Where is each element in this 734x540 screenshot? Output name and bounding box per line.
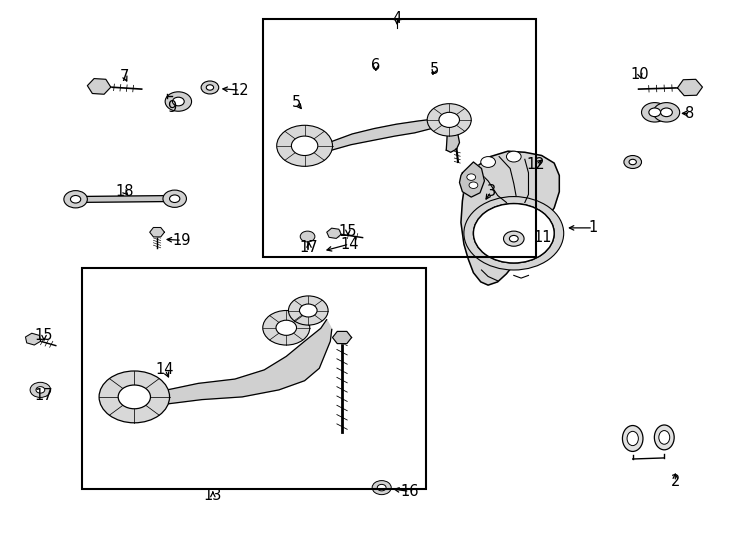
Polygon shape bbox=[327, 228, 341, 238]
Circle shape bbox=[165, 92, 192, 111]
Polygon shape bbox=[167, 320, 332, 404]
Circle shape bbox=[506, 151, 521, 162]
Circle shape bbox=[36, 387, 45, 393]
Text: 2: 2 bbox=[671, 474, 680, 489]
Text: 7: 7 bbox=[120, 69, 129, 84]
Circle shape bbox=[206, 85, 214, 90]
Circle shape bbox=[624, 156, 642, 168]
Polygon shape bbox=[333, 332, 352, 343]
Polygon shape bbox=[332, 119, 448, 150]
Text: 9: 9 bbox=[167, 100, 176, 116]
Circle shape bbox=[467, 174, 476, 180]
Polygon shape bbox=[446, 126, 459, 152]
Text: 15: 15 bbox=[338, 224, 357, 239]
Circle shape bbox=[201, 81, 219, 94]
Circle shape bbox=[653, 103, 680, 122]
Circle shape bbox=[118, 385, 150, 409]
Ellipse shape bbox=[655, 425, 675, 450]
Circle shape bbox=[473, 204, 554, 263]
Text: 17: 17 bbox=[299, 240, 319, 255]
Text: 12: 12 bbox=[526, 157, 545, 172]
Text: 17: 17 bbox=[34, 388, 54, 403]
Circle shape bbox=[427, 104, 471, 136]
Text: 8: 8 bbox=[686, 106, 694, 121]
Circle shape bbox=[377, 484, 386, 491]
Circle shape bbox=[299, 304, 317, 317]
Circle shape bbox=[276, 320, 297, 335]
Circle shape bbox=[629, 159, 636, 165]
Circle shape bbox=[30, 382, 51, 397]
Text: 10: 10 bbox=[631, 67, 650, 82]
Text: 5: 5 bbox=[292, 95, 301, 110]
Circle shape bbox=[372, 481, 391, 495]
Circle shape bbox=[263, 310, 310, 345]
Circle shape bbox=[642, 103, 668, 122]
Text: 14: 14 bbox=[156, 362, 175, 377]
Bar bbox=[82, 268, 426, 489]
Polygon shape bbox=[677, 79, 702, 96]
Text: 19: 19 bbox=[172, 233, 192, 248]
Circle shape bbox=[439, 112, 459, 127]
Text: 13: 13 bbox=[203, 488, 222, 503]
Polygon shape bbox=[72, 195, 178, 202]
Ellipse shape bbox=[627, 431, 639, 446]
Circle shape bbox=[300, 231, 315, 242]
Text: 15: 15 bbox=[34, 328, 54, 343]
Circle shape bbox=[172, 97, 184, 106]
Text: 1: 1 bbox=[589, 220, 597, 235]
Circle shape bbox=[99, 371, 170, 423]
Ellipse shape bbox=[659, 430, 669, 444]
Bar bbox=[263, 19, 536, 256]
Polygon shape bbox=[459, 162, 484, 197]
Text: 14: 14 bbox=[340, 237, 359, 252]
Circle shape bbox=[64, 191, 87, 208]
Polygon shape bbox=[150, 227, 164, 237]
Text: 12: 12 bbox=[230, 83, 250, 98]
Text: 5: 5 bbox=[430, 62, 439, 77]
Circle shape bbox=[473, 204, 554, 263]
Circle shape bbox=[481, 157, 495, 167]
Circle shape bbox=[70, 195, 81, 203]
Circle shape bbox=[170, 195, 180, 202]
Text: 3: 3 bbox=[487, 184, 495, 199]
Polygon shape bbox=[461, 151, 559, 285]
Text: 16: 16 bbox=[400, 484, 419, 499]
Text: 6: 6 bbox=[371, 58, 380, 73]
Circle shape bbox=[163, 190, 186, 207]
Ellipse shape bbox=[622, 426, 643, 451]
Circle shape bbox=[469, 182, 478, 188]
Circle shape bbox=[509, 235, 518, 242]
Circle shape bbox=[464, 197, 564, 270]
Circle shape bbox=[504, 231, 524, 246]
Polygon shape bbox=[87, 79, 111, 94]
Circle shape bbox=[291, 136, 318, 156]
Text: 18: 18 bbox=[115, 184, 134, 199]
Polygon shape bbox=[26, 333, 40, 345]
Text: 11: 11 bbox=[534, 230, 553, 245]
Circle shape bbox=[649, 108, 661, 117]
Circle shape bbox=[277, 125, 333, 166]
Text: 4: 4 bbox=[393, 11, 401, 26]
Circle shape bbox=[288, 296, 328, 325]
Circle shape bbox=[661, 108, 672, 117]
